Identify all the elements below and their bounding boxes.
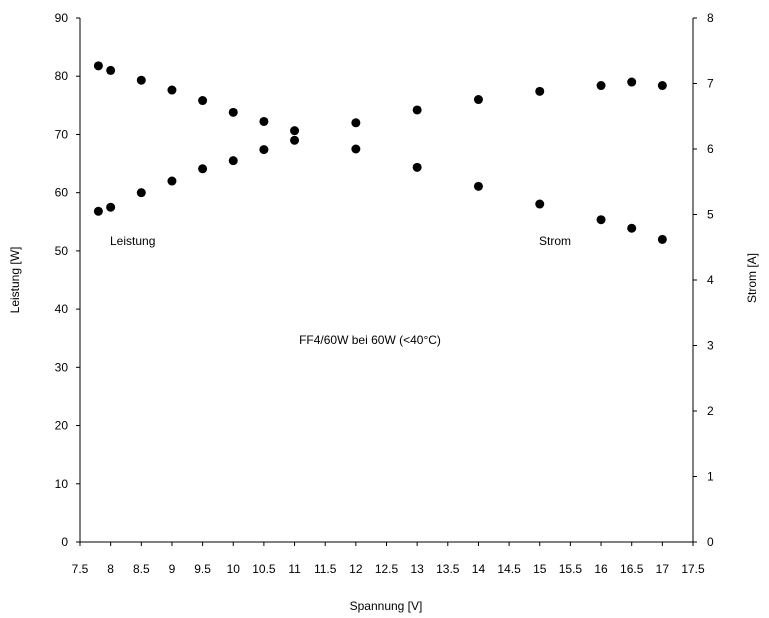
plot-area bbox=[79, 18, 694, 543]
y-left-tick-label: 40 bbox=[55, 302, 69, 316]
y-right-axis-ticks: 0 1 2 3 4 5 6 7 8 bbox=[693, 11, 714, 549]
y-left-axis-label: Leistung [W] bbox=[8, 247, 22, 314]
y-right-tick-label: 6 bbox=[707, 142, 714, 156]
y-left-tick-label: 30 bbox=[55, 360, 69, 374]
x-tick-label: 12 bbox=[349, 562, 363, 576]
y-left-tick-label: 70 bbox=[55, 127, 69, 141]
x-tick-label: 16 bbox=[594, 562, 608, 576]
x-tick-label: 10 bbox=[227, 562, 241, 576]
data-point-leistung bbox=[596, 81, 606, 91]
x-tick-label: 17.5 bbox=[681, 562, 705, 576]
x-tick-label: 15.5 bbox=[559, 562, 583, 576]
x-tick-label: 17 bbox=[656, 562, 670, 576]
data-point-strom bbox=[473, 181, 483, 191]
x-tick-label: 8 bbox=[107, 562, 114, 576]
y-right-tick-label: 3 bbox=[707, 339, 714, 353]
x-tick-label: 9 bbox=[169, 562, 176, 576]
data-point-strom bbox=[657, 234, 667, 244]
data-point-strom bbox=[535, 199, 545, 209]
chart-title: FF4/60W bei 60W (<40°C) bbox=[299, 333, 441, 347]
data-point-strom bbox=[93, 61, 103, 71]
data-point-leistung bbox=[473, 95, 483, 105]
x-axis-ticks: 7.5 8 8.5 9 9.5 10 10.5 11 11.5 12 12.5 13 13.5 14 14.… bbox=[72, 542, 705, 576]
x-tick-label: 8.5 bbox=[133, 562, 150, 576]
data-point-leistung bbox=[351, 118, 361, 128]
x-tick-label: 14.5 bbox=[497, 562, 521, 576]
data-point-strom bbox=[627, 223, 637, 233]
series-label-leistung: Leistung bbox=[110, 234, 155, 248]
x-tick-label: 16.5 bbox=[620, 562, 644, 576]
y-left-tick-label: 50 bbox=[55, 244, 69, 258]
y-right-tick-label: 5 bbox=[707, 208, 714, 222]
data-point-strom bbox=[136, 75, 146, 85]
x-tick-label: 14 bbox=[472, 562, 486, 576]
y-right-tick-label: 4 bbox=[707, 273, 714, 287]
data-point-leistung bbox=[627, 77, 637, 87]
data-point-leistung bbox=[167, 176, 177, 186]
y-left-axis-ticks: 0 10 20 30 40 50 60 70 80 90 bbox=[55, 11, 80, 549]
x-tick-label: 9.5 bbox=[194, 562, 211, 576]
data-point-leistung bbox=[657, 81, 667, 91]
y-left-tick-label: 60 bbox=[55, 186, 69, 200]
data-point-strom bbox=[412, 162, 422, 172]
y-left-tick-label: 0 bbox=[61, 535, 68, 549]
y-right-axis-label: Strom [A] bbox=[745, 253, 759, 303]
x-tick-label: 15 bbox=[533, 562, 547, 576]
y-right-tick-label: 8 bbox=[707, 11, 714, 25]
series-label-strom: Strom bbox=[539, 234, 571, 248]
data-point-leistung bbox=[136, 188, 146, 198]
data-point-strom bbox=[228, 107, 238, 117]
data-point-leistung bbox=[228, 156, 238, 166]
x-tick-label: 7.5 bbox=[72, 562, 89, 576]
y-left-tick-label: 10 bbox=[55, 477, 69, 491]
y-left-tick-label: 80 bbox=[55, 69, 69, 83]
x-tick-label: 11.5 bbox=[314, 562, 337, 576]
data-point-strom bbox=[351, 144, 361, 154]
y-right-tick-label: 7 bbox=[707, 77, 714, 91]
y-right-tick-label: 0 bbox=[707, 535, 714, 549]
x-tick-label: 10.5 bbox=[252, 562, 276, 576]
data-point-leistung bbox=[412, 105, 422, 115]
data-point-strom bbox=[259, 116, 269, 126]
data-point-strom bbox=[198, 96, 208, 106]
data-point-strom bbox=[167, 85, 177, 95]
data-point-strom bbox=[596, 215, 606, 225]
y-left-tick-label: 20 bbox=[55, 419, 69, 433]
data-point-leistung bbox=[198, 164, 208, 174]
data-point-leistung bbox=[535, 86, 545, 96]
x-axis-label: Spannung [V] bbox=[350, 599, 423, 613]
data-point-leistung bbox=[290, 135, 300, 145]
series-points bbox=[93, 61, 667, 244]
x-tick-label: 13.5 bbox=[436, 562, 460, 576]
x-tick-label: 13 bbox=[410, 562, 424, 576]
data-point-leistung bbox=[93, 206, 103, 216]
y-right-tick-label: 2 bbox=[707, 404, 714, 418]
x-tick-label: 12.5 bbox=[375, 562, 399, 576]
x-tick-label: 11 bbox=[288, 562, 301, 576]
data-point-strom bbox=[290, 126, 300, 136]
data-point-leistung bbox=[106, 202, 116, 212]
data-point-leistung bbox=[259, 145, 269, 155]
data-point-strom bbox=[106, 65, 116, 75]
y-right-tick-label: 1 bbox=[707, 470, 714, 484]
y-left-tick-label: 90 bbox=[55, 11, 69, 25]
